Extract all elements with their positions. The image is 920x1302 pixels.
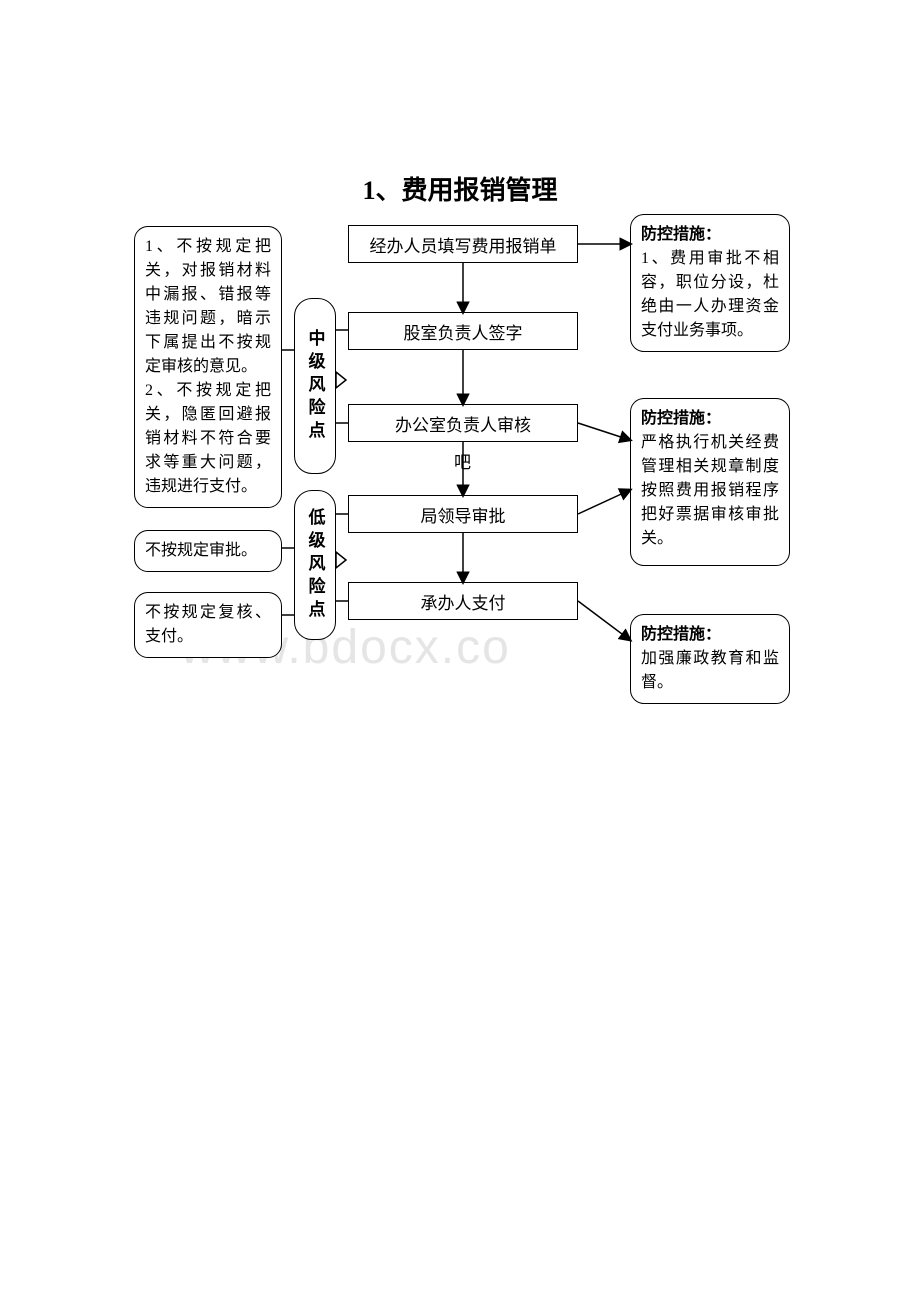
process-step-5: 承办人支付 xyxy=(348,582,578,620)
callout-heading: 防控措施： xyxy=(641,623,779,647)
risk-tag-low: 低级风险点 xyxy=(294,490,336,640)
left-callout-low_risk_2: 不按规定复核、支付。 xyxy=(134,592,282,658)
left-callout-medium_risk: 1、不按规定把关，对报销材料中漏报、错报等违规问题，暗示下属提出不按规定审核的意… xyxy=(134,226,282,508)
right-callout-measure2: 防控措施：严格执行机关经费管理相关规章制度按照费用报销程序把好票据审核审批关。 xyxy=(630,398,790,566)
risk-tag-medium: 中级风险点 xyxy=(294,298,336,474)
page-title: 1、费用报销管理 xyxy=(0,170,920,207)
process-step-1: 经办人员填写费用报销单 xyxy=(348,225,578,263)
process-step-2: 股室负责人签字 xyxy=(348,312,578,350)
process-step-4: 局领导审批 xyxy=(348,495,578,533)
callout-heading: 防控措施： xyxy=(641,223,779,247)
process-step-3: 办公室负责人审核 xyxy=(348,404,578,442)
left-callout-low_risk_1: 不按规定审批。 xyxy=(134,530,282,572)
right-callout-measure3: 防控措施：加强廉政教育和监督。 xyxy=(630,614,790,704)
callout-body: 严格执行机关经费管理相关规章制度按照费用报销程序把好票据审核审批关。 xyxy=(641,431,779,551)
stray-text: 吧 xyxy=(454,448,471,473)
right-callout-measure1: 防控措施：1、费用审批不相容，职位分设，杜绝由一人办理资金支付业务事项。 xyxy=(630,214,790,352)
callout-heading: 防控措施： xyxy=(641,407,779,431)
callout-body: 加强廉政教育和监督。 xyxy=(641,647,779,695)
callout-body: 1、费用审批不相容，职位分设，杜绝由一人办理资金支付业务事项。 xyxy=(641,247,779,343)
